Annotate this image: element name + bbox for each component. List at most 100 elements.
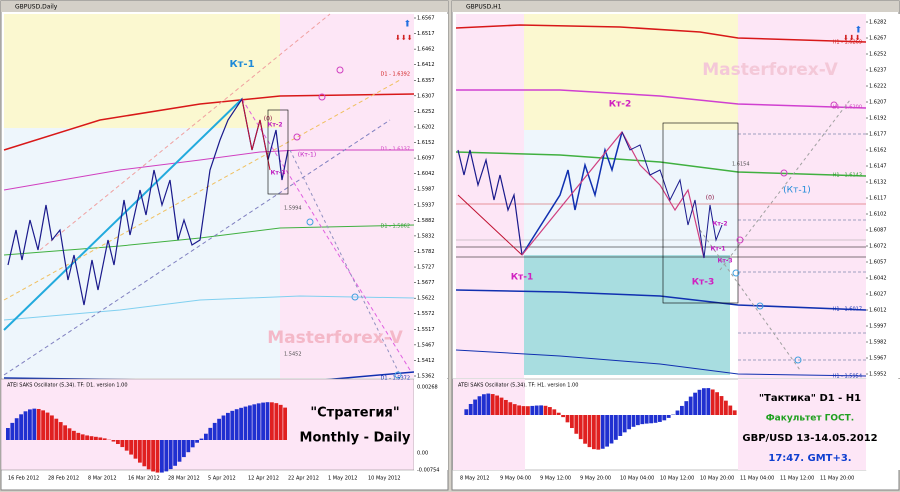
osc-bar [173, 440, 177, 466]
osc-bar [693, 392, 697, 415]
annotation: H1 - 1.5954 [833, 374, 862, 380]
price-zigzag [457, 149, 523, 256]
ma-red [455, 24, 867, 43]
osc-bar [274, 403, 279, 440]
price-label: 1.6307 [417, 93, 435, 99]
osc-bar [543, 405, 548, 415]
osc-bar [534, 405, 539, 415]
oscillator-label: ATEI SAKS Oscillator (5,34). TF: H1. ver… [458, 383, 578, 389]
zone-lightblue [524, 130, 738, 255]
osc-bar [666, 415, 671, 418]
osc-bar [252, 404, 257, 440]
annotation: Кт-2 [609, 100, 632, 110]
osc-bar [80, 434, 85, 440]
osc-bar [662, 415, 667, 421]
osc-bar [719, 396, 724, 415]
osc-bar [190, 440, 195, 448]
osc-bar [644, 415, 649, 424]
target-point [732, 269, 740, 277]
osc-bar [278, 404, 283, 440]
osc-bar [243, 406, 248, 440]
caption: Факультет ГОСТ. [766, 414, 854, 424]
osc-bar [627, 415, 631, 430]
osc-bar [636, 415, 640, 426]
osc-bar [168, 440, 173, 470]
window-right: ⬆ ⬇⬇⬇ [451, 0, 900, 491]
osc-bar [10, 422, 15, 440]
date-label: 9 May 20:00 [580, 476, 611, 482]
price-label: 1.6117 [869, 196, 887, 202]
arrows: ⬇⬇⬇ [395, 34, 413, 42]
date-label: 10 May 2012 [368, 476, 401, 482]
osc-bar [98, 437, 103, 440]
zone-pink [738, 14, 866, 378]
osc-bar [548, 407, 552, 415]
annotation: H1 - 1.6200 [833, 105, 862, 111]
highlight-box [662, 122, 739, 304]
osc-bar [72, 430, 76, 440]
osc-bar [578, 415, 583, 440]
osc-bar [23, 411, 28, 440]
osc-bar [138, 440, 142, 463]
ma-lightblue [3, 295, 415, 321]
zone-pink [738, 379, 866, 470]
zone-yellow [4, 14, 280, 128]
date-label: 11 May 20:00 [820, 476, 854, 482]
osc-axis [866, 379, 900, 470]
price-label: 1.5517 [417, 327, 435, 333]
osc-bar [63, 425, 67, 440]
osc-bar [85, 435, 89, 440]
osc-bar [124, 440, 129, 451]
osc-bar [6, 428, 10, 440]
target-point [306, 218, 314, 226]
price-label: 1.5622 [417, 296, 435, 302]
ma-blue [455, 289, 867, 311]
osc-bar [45, 412, 50, 440]
osc-bar [182, 440, 186, 458]
annotation: Кт-3 [717, 258, 732, 265]
price-label: 1.5987 [417, 187, 435, 193]
osc-bar [116, 440, 120, 445]
annotation: D1 - 1.6392 [380, 72, 410, 78]
osc-bar [146, 440, 151, 470]
annotation: Кт-1 [511, 273, 534, 283]
annotation: Кт-2 [712, 221, 727, 228]
date-label: 5 Apr 2012 [208, 476, 236, 482]
arrows: ⬇⬇⬇ [843, 34, 861, 42]
price-label: 1.5997 [869, 324, 887, 330]
osc-bar [58, 422, 63, 440]
price-label: 1.6057 [869, 260, 887, 266]
annotation: (Кт-1) [298, 152, 316, 159]
price-label: 1.6042 [417, 171, 435, 177]
zone-pink [280, 14, 414, 378]
caption: GBP/USD 13-14.05.2012 [742, 433, 877, 444]
zone-pink [456, 14, 524, 378]
osc-bar [684, 401, 689, 415]
osc-bar [675, 410, 680, 415]
osc-bar [702, 388, 706, 415]
osc-bar [32, 408, 37, 440]
osc-bar [539, 405, 543, 415]
oscillator-label: ATEI SAKS Oscillator (5,34). TF: D1. ver… [7, 383, 128, 389]
osc-bar [622, 415, 627, 433]
osc-bar [561, 415, 565, 418]
osc-bar [226, 412, 230, 440]
date-label: 16 Mar 2012 [128, 476, 160, 482]
osc-bar [94, 436, 98, 440]
price-label: 1.5937 [417, 202, 435, 208]
channel-line [39, 13, 331, 251]
annotation: D1 - 1.5862 [380, 224, 410, 230]
osc-bar [270, 402, 274, 440]
osc-bar [609, 415, 614, 444]
price-label: 1.6072 [869, 244, 887, 250]
osc-bar [265, 402, 270, 440]
osc-bar [526, 406, 530, 415]
caption: Monthly - Daily [300, 431, 411, 446]
annotation: Кт-1 [229, 59, 254, 70]
arrow-up: ⬆ [854, 26, 862, 36]
date-label: 10 May 12:00 [660, 476, 694, 482]
title-bar [1, 1, 448, 12]
osc-bar [552, 409, 557, 415]
osc-bar [504, 399, 508, 415]
window-title: GBPUSD,H1 [466, 4, 502, 11]
